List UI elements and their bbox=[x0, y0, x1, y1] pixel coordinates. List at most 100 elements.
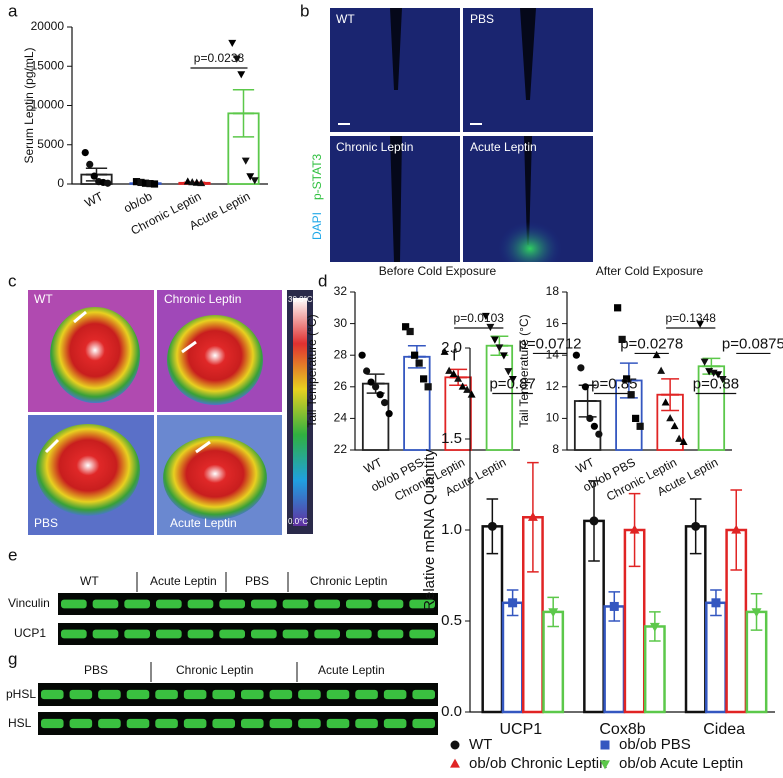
row-label: pHSL bbox=[6, 687, 36, 701]
annotation: p=0.0103 bbox=[454, 311, 505, 325]
blot-band bbox=[155, 689, 178, 700]
annotation: p=0.85 bbox=[591, 375, 637, 392]
bar bbox=[603, 605, 626, 714]
mean-marker bbox=[691, 521, 701, 531]
point bbox=[495, 344, 504, 352]
mean-marker bbox=[508, 598, 518, 608]
bar bbox=[501, 601, 524, 714]
point bbox=[90, 172, 98, 180]
x-tick-label: WT bbox=[361, 455, 385, 476]
blot-band bbox=[155, 718, 178, 729]
blot-band bbox=[219, 629, 245, 639]
x-tick-label: Cox8b bbox=[599, 721, 645, 738]
y-tick-label: 28 bbox=[334, 347, 348, 361]
row-label: UCP1 bbox=[14, 626, 46, 640]
y-axis-label: Tail Temperature (°C) bbox=[517, 314, 531, 427]
blot-band bbox=[409, 599, 435, 609]
legend-marker bbox=[450, 740, 460, 750]
point bbox=[463, 385, 472, 393]
point bbox=[586, 414, 594, 422]
point bbox=[424, 383, 432, 391]
point bbox=[481, 312, 490, 321]
thermal-panel: WT Chronic Leptin PBS Acute Leptin 30.0°… bbox=[28, 290, 313, 535]
point bbox=[696, 320, 705, 328]
point bbox=[449, 369, 458, 378]
legend-marker bbox=[600, 740, 610, 750]
point bbox=[420, 375, 428, 383]
mean-marker bbox=[751, 608, 762, 618]
image-label: Acute Leptin bbox=[170, 516, 237, 530]
mean-marker bbox=[629, 524, 640, 534]
lane-label: PBS bbox=[245, 574, 269, 588]
lane-label: Acute Leptin bbox=[318, 663, 385, 677]
mouse bbox=[50, 307, 140, 403]
y-tick-label: 22 bbox=[334, 442, 348, 456]
blot-band bbox=[314, 599, 340, 609]
lane-label: Acute Leptin bbox=[150, 574, 217, 588]
blot-band bbox=[251, 599, 277, 609]
annotation: p=0.87 bbox=[489, 375, 535, 392]
colorbar bbox=[293, 298, 307, 526]
mean-marker bbox=[527, 511, 538, 521]
image-label: Acute Leptin bbox=[470, 140, 537, 154]
blot-band bbox=[412, 718, 435, 729]
mean-marker bbox=[589, 516, 599, 526]
row-label: HSL bbox=[8, 716, 32, 730]
legend-label: ob/ob Chronic Leptin bbox=[469, 755, 607, 772]
blot-band bbox=[183, 718, 207, 729]
point bbox=[590, 422, 598, 430]
y-tick-label: 1.0 bbox=[441, 521, 462, 538]
blot-band bbox=[346, 599, 372, 609]
blot-band bbox=[92, 599, 119, 609]
panel-label: g bbox=[8, 649, 17, 668]
blot-band bbox=[412, 689, 435, 700]
lane-divider bbox=[150, 662, 298, 682]
y-tick-label: 30 bbox=[334, 316, 348, 330]
y-tick-label: 16 bbox=[546, 316, 560, 330]
blot-strip bbox=[38, 683, 438, 706]
point bbox=[618, 335, 626, 343]
legend-label: WT bbox=[469, 736, 492, 753]
blot-band bbox=[156, 629, 182, 639]
blot-band bbox=[269, 718, 293, 729]
x-tick-label: ob/ob bbox=[121, 189, 154, 216]
point bbox=[623, 375, 631, 383]
y-tick-label: 15000 bbox=[31, 58, 65, 72]
annotation: p=0.0712 bbox=[519, 335, 582, 352]
blot-band bbox=[346, 629, 372, 639]
blot-band bbox=[383, 718, 407, 729]
x-tick-label: WT bbox=[573, 455, 597, 476]
point bbox=[358, 351, 366, 359]
y-tick-label: 14 bbox=[546, 347, 560, 361]
blot-band bbox=[98, 689, 121, 700]
point bbox=[141, 179, 150, 187]
point bbox=[714, 371, 723, 379]
blot-band bbox=[269, 689, 293, 700]
blot-band bbox=[241, 718, 264, 729]
lane-divider bbox=[136, 572, 289, 592]
point bbox=[627, 391, 635, 399]
image-label: Chronic Leptin bbox=[164, 292, 241, 306]
mean-marker bbox=[731, 524, 742, 534]
y-tick-label: 32 bbox=[334, 284, 348, 298]
point bbox=[241, 157, 250, 165]
blot-band bbox=[126, 718, 150, 729]
point bbox=[104, 179, 112, 187]
western-blot: WT Acute Leptin PBS Chronic Leptin Vincu… bbox=[8, 572, 438, 645]
y-tick-label: 26 bbox=[334, 379, 348, 393]
point bbox=[197, 178, 206, 187]
blot-band bbox=[124, 599, 150, 609]
y-tick-label: 12 bbox=[546, 379, 560, 393]
annotation: p=0.88 bbox=[693, 375, 739, 392]
y-tick-label: 10000 bbox=[31, 98, 65, 112]
point bbox=[406, 327, 414, 336]
y-tick-label: 0.0 bbox=[441, 703, 462, 720]
blot-band bbox=[377, 599, 404, 609]
western-blot: PBS Chronic Leptin Acute Leptin pHSL HSL bbox=[6, 662, 438, 735]
x-tick-label: Cidea bbox=[703, 721, 745, 738]
blot-strip bbox=[38, 712, 438, 735]
point bbox=[632, 414, 640, 422]
x-tick-label: UCP1 bbox=[499, 721, 542, 738]
colorbar-label: 30.0°C bbox=[288, 295, 313, 304]
bar bbox=[227, 112, 260, 185]
